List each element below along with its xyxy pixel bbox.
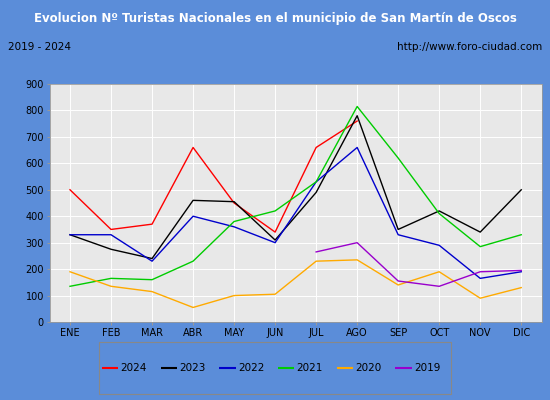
Text: 2019: 2019	[414, 363, 441, 373]
Text: 2019 - 2024: 2019 - 2024	[8, 42, 71, 52]
Text: 2021: 2021	[296, 363, 323, 373]
Text: Evolucion Nº Turistas Nacionales en el municipio de San Martín de Oscos: Evolucion Nº Turistas Nacionales en el m…	[34, 12, 516, 25]
Text: 2022: 2022	[238, 363, 265, 373]
Text: http://www.foro-ciudad.com: http://www.foro-ciudad.com	[397, 42, 542, 52]
Text: 2020: 2020	[355, 363, 382, 373]
Text: 2023: 2023	[179, 363, 206, 373]
Text: 2024: 2024	[120, 363, 147, 373]
